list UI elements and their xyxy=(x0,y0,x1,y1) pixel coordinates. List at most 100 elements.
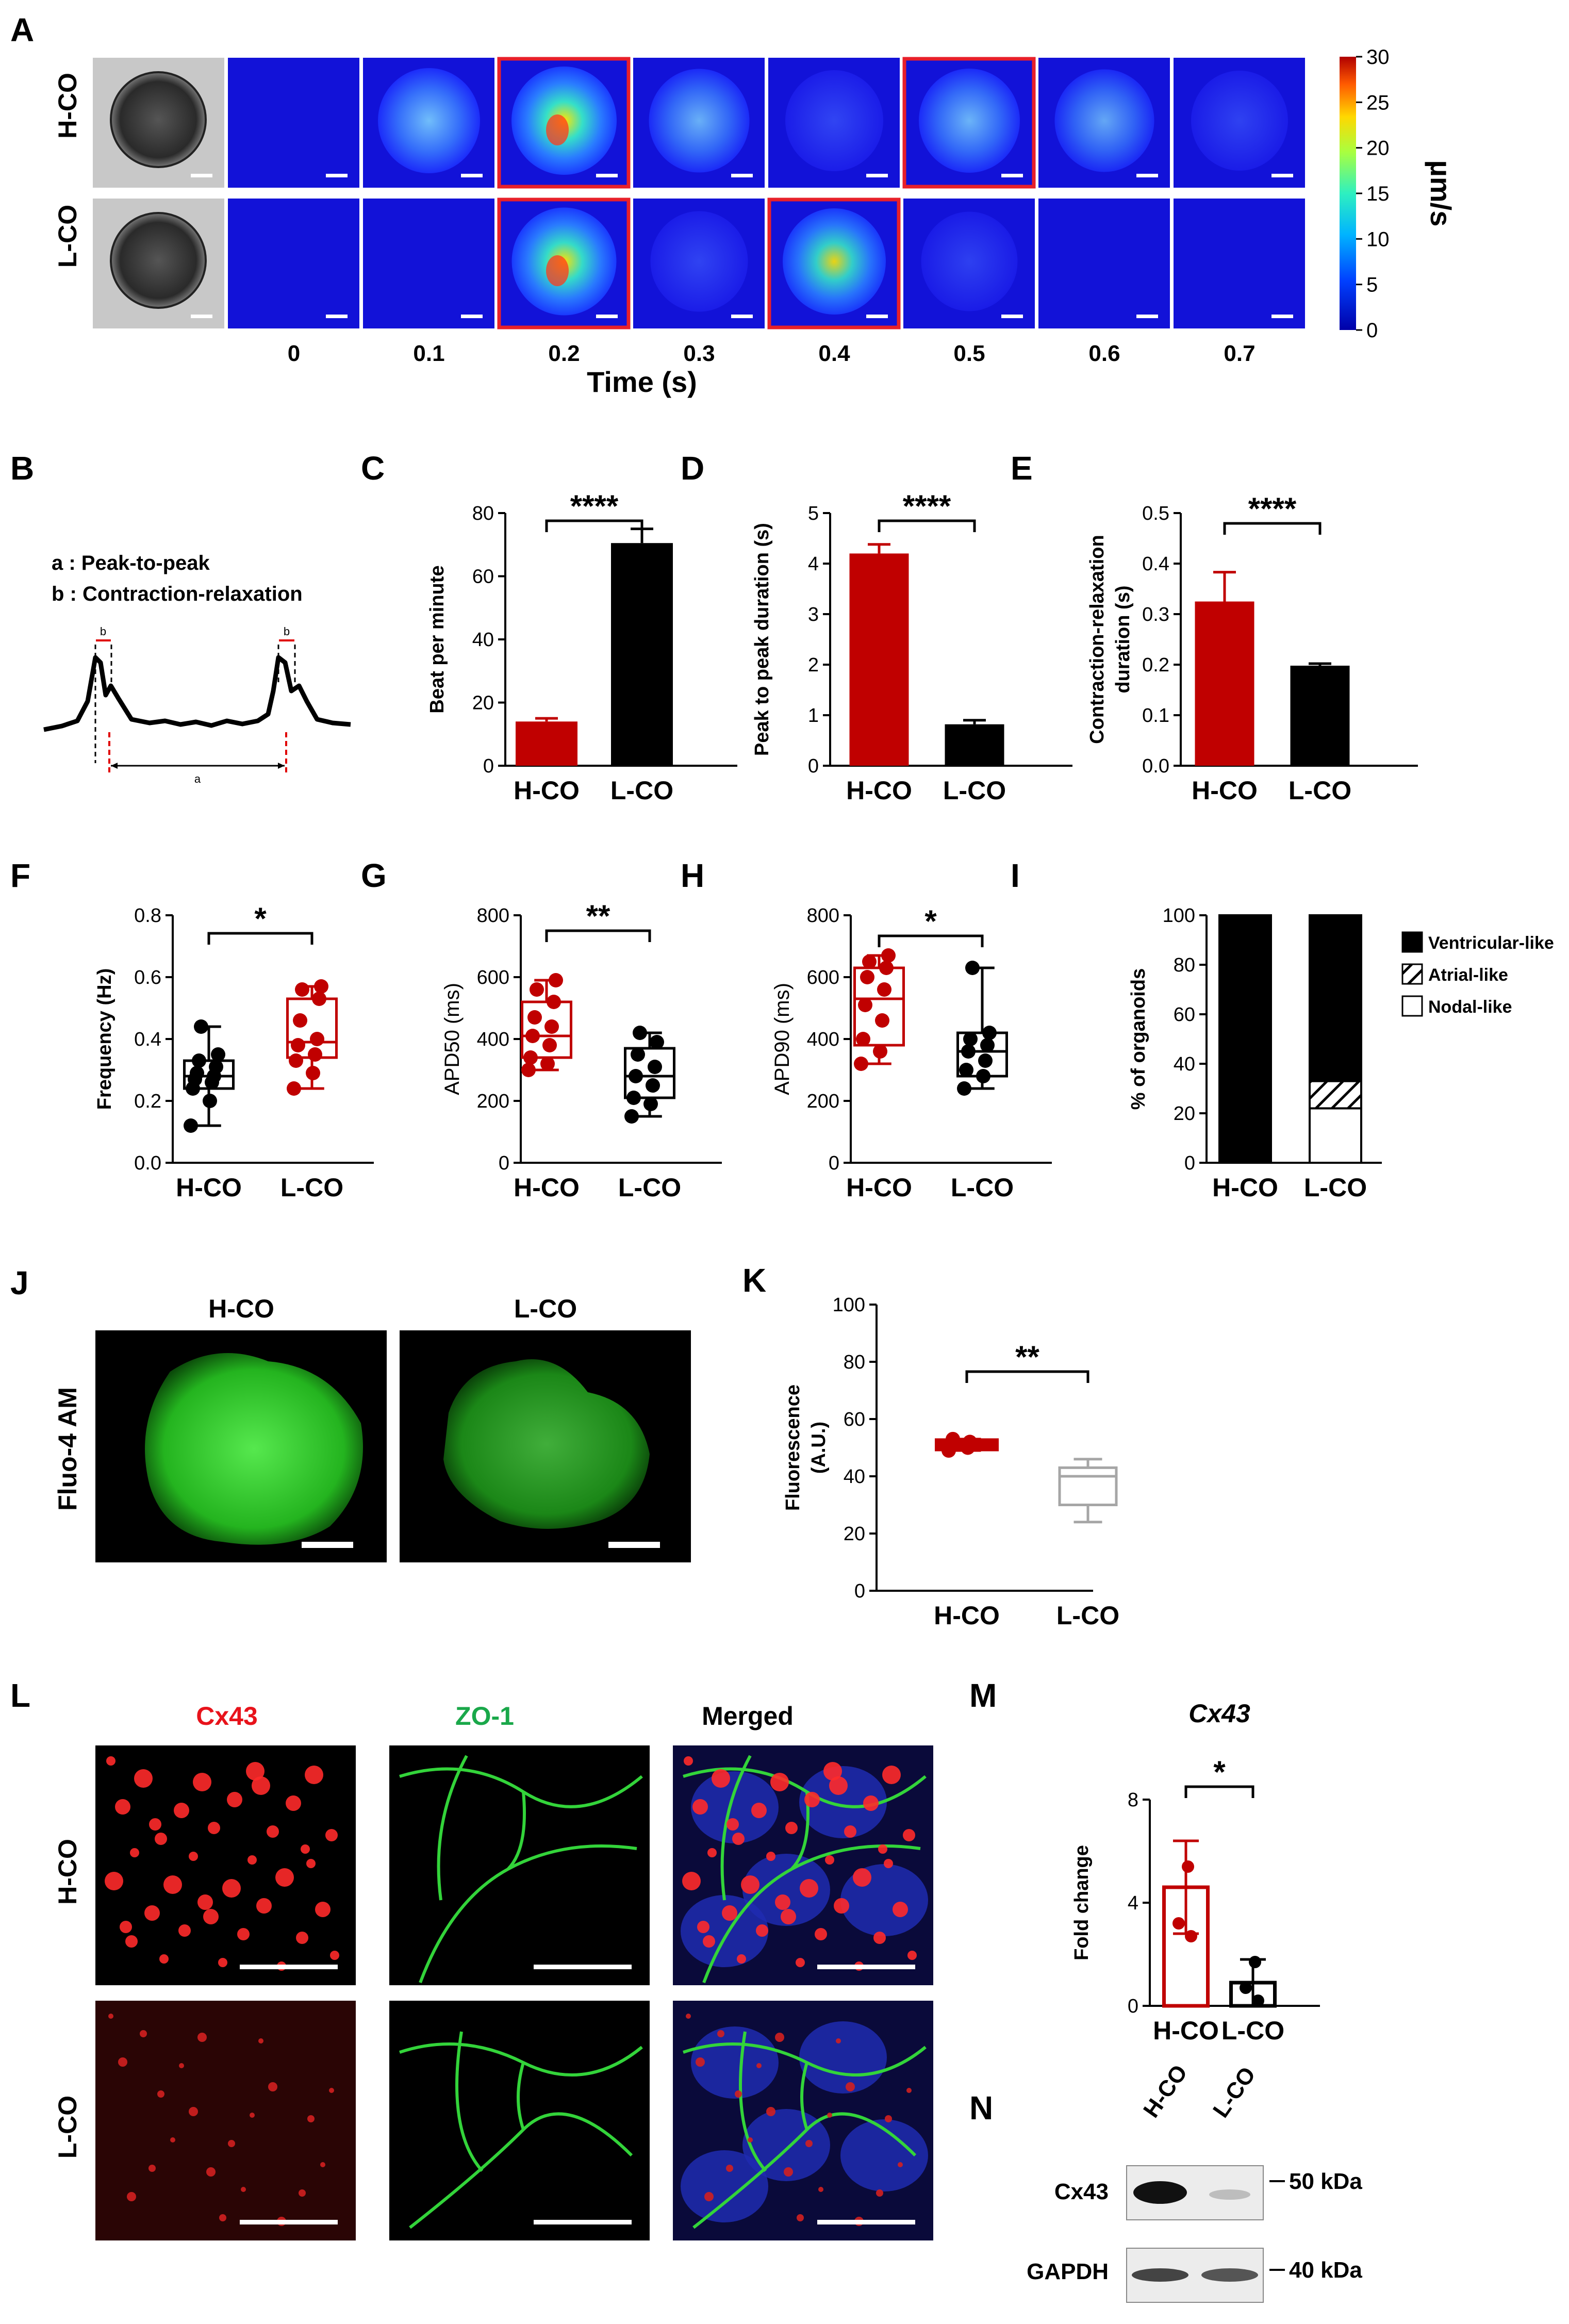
stacked-segment xyxy=(1309,1080,1362,1110)
cx43-puncta xyxy=(906,2088,912,2093)
velocity-blob xyxy=(1054,69,1154,172)
y-tick-label: 0 xyxy=(1128,1996,1138,2017)
cx43-puncta xyxy=(189,1852,198,1861)
cx43-puncta xyxy=(726,1818,739,1831)
cx43-puncta xyxy=(766,1852,775,1861)
cx43-puncta xyxy=(726,2165,733,2172)
fluo4-image-lco xyxy=(400,1330,691,1562)
cx43-puncta xyxy=(775,1894,790,1910)
data-point xyxy=(184,1118,198,1133)
data-point xyxy=(643,1097,658,1111)
y-tick-label: 100 xyxy=(833,1294,865,1316)
nucleus xyxy=(742,1854,830,1926)
bar xyxy=(849,553,909,766)
colorbar-tick-label: 5 xyxy=(1366,274,1378,296)
y-tick-label: 400 xyxy=(477,1029,509,1050)
cx43-puncta xyxy=(315,1902,331,1917)
cx43-puncta xyxy=(219,2214,226,2221)
j-row-label: Fluo-4 AM xyxy=(53,1387,82,1511)
y-tick-label: 20 xyxy=(472,693,494,714)
l-col-merged: Merged xyxy=(702,1702,794,1730)
time-tick-label: 0.3 xyxy=(683,341,715,366)
panel-letter-j: J xyxy=(10,1264,29,1301)
data-point xyxy=(1249,1956,1261,1968)
scale-bar xyxy=(534,1965,632,1969)
velocity-blob xyxy=(785,70,883,171)
y-tick-label: 80 xyxy=(1174,954,1195,976)
cx43-puncta xyxy=(305,1766,323,1784)
cx43-puncta xyxy=(834,1898,849,1914)
chart-d: D 0 1 2 3 4 5 Peak to peak duration (s) H-CO L-CO… xyxy=(681,450,1072,805)
y-tick-label: 800 xyxy=(477,905,509,927)
cx43-puncta xyxy=(120,1921,132,1933)
time-tick-label: 0.1 xyxy=(413,341,444,366)
cx43-puncta xyxy=(307,2115,315,2122)
data-point xyxy=(308,1047,322,1062)
data-point xyxy=(963,1032,978,1046)
l-row-hco: H-CO xyxy=(53,1839,82,1905)
data-point xyxy=(961,1044,976,1059)
data-point xyxy=(523,1050,538,1065)
data-point xyxy=(521,1063,536,1077)
chart-h: H 0 200 400 600 800 APD90 (ms) H-CO L-CO * xyxy=(681,857,1052,1202)
y-tick-label: 0.0 xyxy=(1142,755,1169,777)
data-point xyxy=(525,1029,540,1043)
panel-letter-a: A xyxy=(10,11,34,48)
scale-bar xyxy=(1136,174,1158,177)
data-point xyxy=(959,1063,973,1077)
significance-bracket xyxy=(207,932,313,945)
data-point xyxy=(879,961,894,975)
cx43-puncta xyxy=(148,2165,156,2172)
y-tick-label: 600 xyxy=(807,967,839,988)
data-point xyxy=(306,1066,320,1080)
box xyxy=(1058,1466,1118,1507)
data-point xyxy=(1182,1860,1194,1873)
cx43-puncta xyxy=(222,1879,241,1898)
n-row-cx43: Cx43 xyxy=(1054,2179,1109,2204)
data-point xyxy=(646,1078,660,1093)
cx43-puncta xyxy=(105,1872,123,1890)
y-tick-label: 0 xyxy=(854,1580,865,1602)
significance-bracket xyxy=(545,519,643,532)
stacked-segment xyxy=(1309,914,1362,1082)
data-point xyxy=(293,1013,307,1028)
time-axis-label: Time (s) xyxy=(587,366,697,398)
y-tick-label: 0.4 xyxy=(134,1029,161,1050)
data-point xyxy=(648,1060,662,1074)
nucleus xyxy=(681,2150,768,2222)
cx43-puncta xyxy=(722,1905,737,1921)
data-point xyxy=(530,982,544,997)
cx43-puncta xyxy=(275,1868,294,1887)
y-tick-label: 0 xyxy=(829,1152,839,1174)
time-tick-label: 0.7 xyxy=(1224,341,1255,366)
time-tick-label: 0.4 xyxy=(818,341,850,366)
data-point xyxy=(875,1013,889,1028)
data-point xyxy=(295,982,309,997)
cx43-puncta xyxy=(805,2140,813,2147)
x-category-label: L-CO xyxy=(951,1173,1014,1202)
x-category-label: L-CO xyxy=(610,776,673,805)
scale-bar xyxy=(596,315,618,318)
cx43-puncta xyxy=(815,1928,827,1940)
n-marker-50: 50 kDa xyxy=(1289,2169,1362,2194)
scale-bar xyxy=(534,2220,632,2224)
legend-peak-to-peak: a : Peak-to-peak xyxy=(52,552,210,574)
cx43-puncta xyxy=(106,1756,115,1766)
cx43-puncta xyxy=(144,1905,160,1921)
significance-bracket xyxy=(1184,1785,1254,1798)
chart-i: I 0 20 40 60 80 100 % of organoids H-CO L-CO Ventr… xyxy=(1011,857,1554,1202)
panel-letter-l: L xyxy=(10,1677,30,1714)
cx43-puncta xyxy=(756,1924,768,1937)
y-tick-label: 60 xyxy=(472,566,494,588)
data-point xyxy=(1172,1917,1185,1930)
cx43-puncta xyxy=(163,1875,182,1894)
data-point xyxy=(542,1038,557,1052)
panel-letter: G xyxy=(361,857,387,894)
mark-b-right: b xyxy=(284,625,290,638)
cx43-puncta xyxy=(197,1894,213,1910)
cx43-puncta xyxy=(268,2082,277,2091)
y-tick-label: 800 xyxy=(807,905,839,927)
chart-m: M 0 4 8 Fold change H-CO L-CO Cx43 * xyxy=(969,1677,1320,2045)
n-lane-hco: H-CO xyxy=(1138,2061,1193,2122)
